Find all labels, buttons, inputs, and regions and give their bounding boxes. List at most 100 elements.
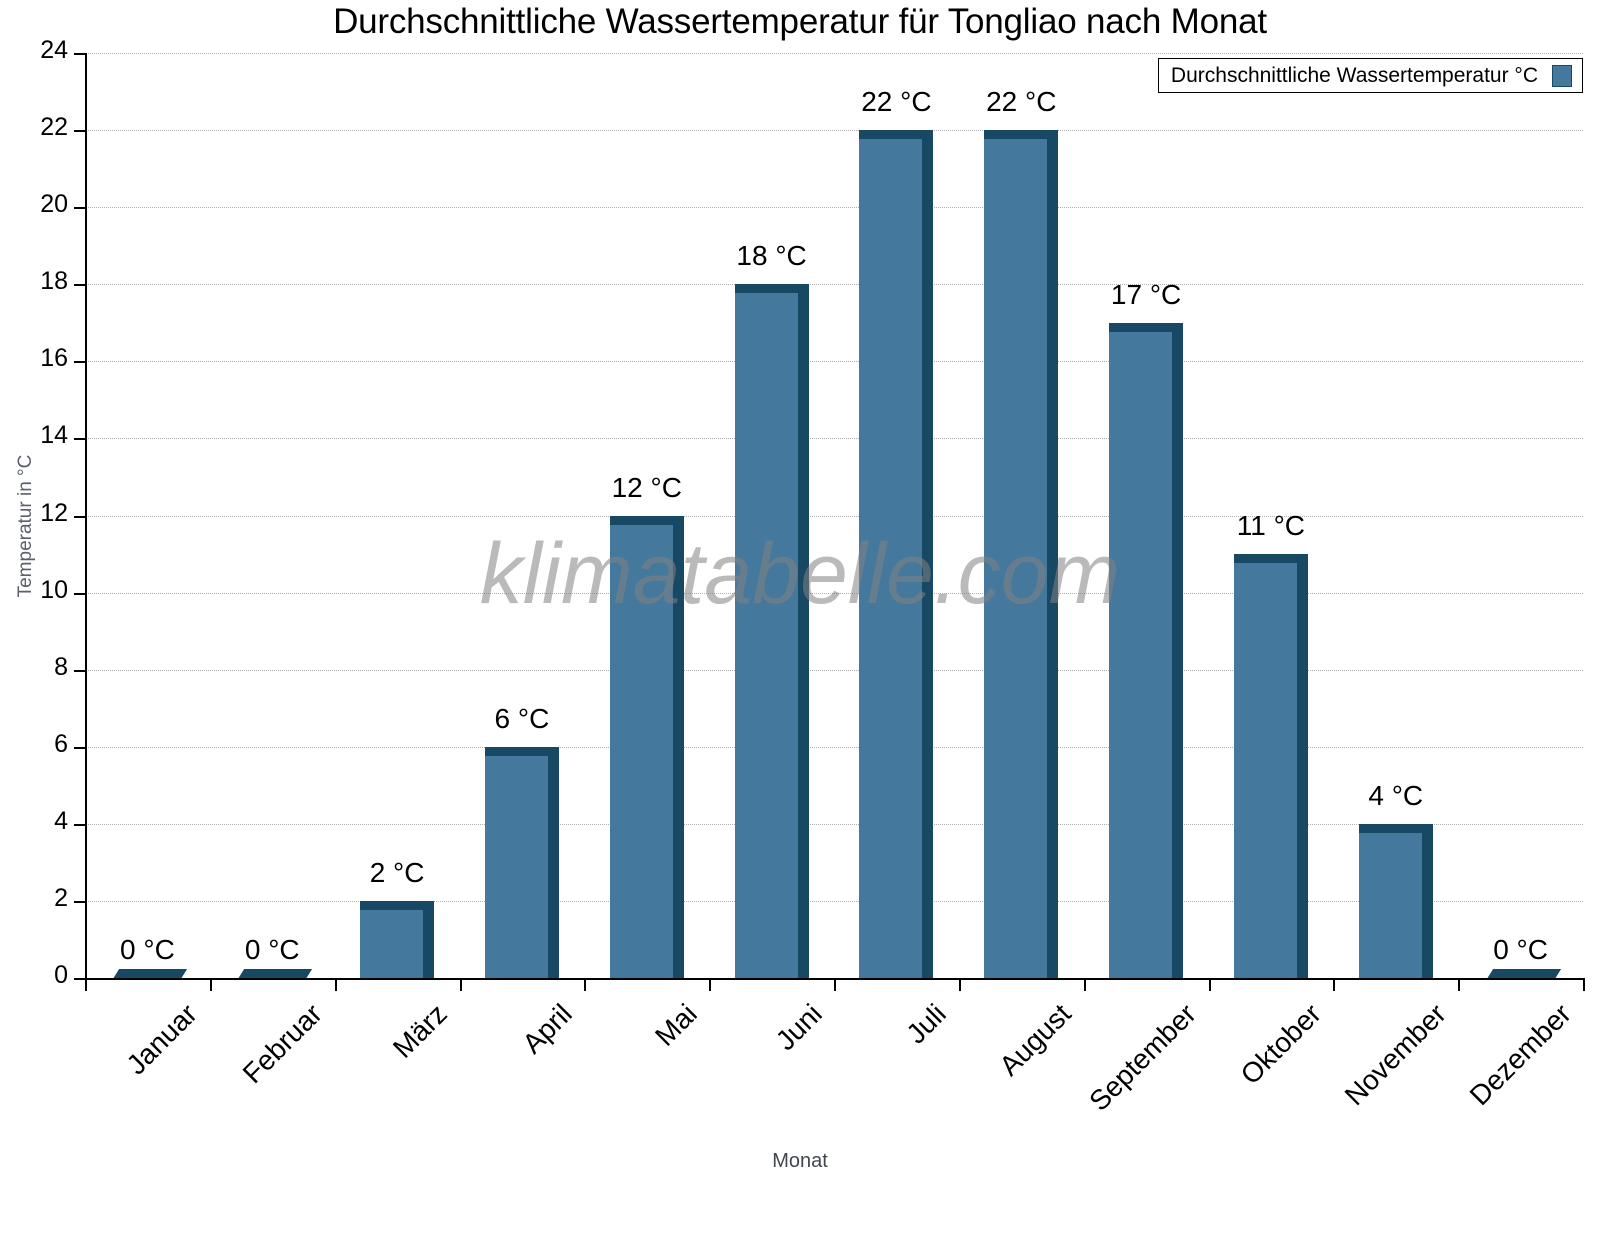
bar-face: [1358, 823, 1433, 978]
bar-value-label: 17 °C: [1110, 278, 1182, 310]
bar[interactable]: [859, 130, 934, 978]
y-tick-mark: [74, 592, 85, 595]
bar-side-shade: [423, 900, 435, 978]
bar-value-label: 11 °C: [1236, 510, 1306, 542]
y-tick-mark: [74, 669, 85, 672]
x-axis-category-label: Dezember: [1463, 998, 1577, 1112]
x-tick-mark: [334, 978, 337, 991]
bar[interactable]: [1233, 554, 1308, 978]
x-axis-category-label: Februar: [236, 998, 329, 1090]
x-tick-mark: [1208, 978, 1211, 991]
y-axis-line: [85, 53, 87, 979]
x-axis-category-label: August: [993, 998, 1078, 1082]
x-tick-mark: [1458, 978, 1461, 991]
y-tick-label: 18: [40, 267, 68, 296]
bar-face: [484, 746, 559, 978]
bar-value-label: 0 °C: [120, 934, 175, 965]
bar-side-shade: [1421, 823, 1433, 978]
x-tick-mark: [85, 978, 87, 991]
bar[interactable]: [1358, 823, 1433, 978]
plot-area: 0 °C 0 °C 2 °C 6 °C 12 °C 18 °C 22 °C 22 °C 17 °…: [85, 53, 1583, 979]
y-tick-label: 12: [40, 498, 68, 527]
y-tick-mark: [74, 207, 85, 210]
legend-color-swatch: [1552, 64, 1572, 87]
bar-top-shade: [734, 284, 809, 294]
bar-face: [734, 284, 809, 978]
x-tick-mark: [1083, 978, 1086, 991]
bar[interactable]: [360, 900, 435, 978]
y-tick-label: 24: [40, 36, 68, 64]
bar-side-shade: [1172, 322, 1184, 978]
y-tick-mark: [74, 823, 85, 826]
y-tick-label: 0: [54, 961, 68, 989]
x-axis-category-label: September: [1083, 998, 1202, 1117]
x-axis-category-label: Juni: [769, 998, 828, 1057]
bar-value-label: 22 °C: [986, 86, 1057, 118]
bar-value-label: 2 °C: [369, 856, 425, 888]
x-axis-category-label: Oktober: [1234, 998, 1327, 1091]
bar-top-shade: [1358, 823, 1433, 833]
x-tick-mark: [709, 978, 712, 991]
y-tick-mark: [74, 284, 85, 287]
x-axis-category-label: Juli: [900, 998, 953, 1050]
y-tick-label: 10: [40, 575, 68, 604]
y-tick-mark: [74, 515, 85, 518]
bar-face: [609, 515, 684, 978]
y-tick-label: 20: [40, 190, 68, 219]
x-axis-category-label: November: [1338, 998, 1452, 1112]
x-tick-mark: [1333, 978, 1336, 991]
gridline: [85, 207, 1583, 209]
y-tick-label: 4: [54, 806, 68, 835]
bar-top-shade: [1109, 322, 1184, 332]
bar[interactable]: [1109, 322, 1184, 978]
x-axis-category-label: März: [387, 998, 453, 1064]
x-tick-mark: [1583, 978, 1585, 991]
gridline: [85, 361, 1583, 363]
x-tick-mark: [459, 978, 462, 991]
gridline: [85, 284, 1583, 286]
y-tick-mark: [74, 900, 85, 903]
y-tick-label: 16: [40, 344, 68, 373]
gridline: [85, 53, 1583, 54]
bar-value-label: 18 °C: [736, 240, 807, 272]
bar[interactable]: [734, 284, 809, 978]
y-tick-label: 14: [40, 421, 68, 450]
bar-side-shade: [1047, 130, 1059, 978]
bar-face: [859, 130, 934, 978]
y-tick-mark: [74, 746, 85, 749]
gridline: [85, 130, 1583, 132]
bar-side-shade: [1296, 554, 1308, 978]
bar-value-label: 12 °C: [611, 471, 682, 503]
y-tick-label: 6: [54, 729, 68, 758]
bar-value-label: 22 °C: [861, 86, 932, 118]
x-tick-mark: [584, 978, 587, 991]
x-tick-mark: [958, 978, 961, 991]
bar-value-label: 0 °C: [244, 934, 300, 965]
gridline: [85, 746, 1583, 748]
bar-side-shade: [547, 746, 559, 978]
y-tick-mark: [74, 361, 85, 364]
x-axis-category-label: Januar: [120, 998, 204, 1081]
gridline: [85, 438, 1583, 440]
y-tick-mark: [74, 438, 85, 441]
x-axis-category-label: April: [516, 998, 578, 1060]
gridline: [85, 515, 1583, 517]
bar-top-shade: [1233, 554, 1308, 564]
gridline: [85, 900, 1583, 902]
gridline: [85, 592, 1583, 594]
bar-value-label: 4 °C: [1368, 779, 1424, 811]
y-tick-label: 22: [40, 113, 68, 142]
y-tick-label: 8: [54, 652, 68, 681]
x-tick-mark: [834, 978, 836, 991]
bar[interactable]: [484, 746, 559, 978]
x-axis-title: Monat: [772, 1150, 828, 1172]
bar-top-shade: [609, 515, 684, 525]
bar-value-label: 6 °C: [494, 702, 550, 734]
chart-title: Durchschnittliche Wassertemperatur für T…: [333, 2, 1267, 41]
bar-face: [984, 130, 1059, 978]
bar[interactable]: [984, 130, 1059, 978]
gridline: [85, 669, 1583, 671]
bar[interactable]: [609, 515, 684, 978]
bar-top-shade: [360, 900, 435, 910]
legend: Durchschnittliche Wassertemperatur °C: [1157, 58, 1583, 93]
